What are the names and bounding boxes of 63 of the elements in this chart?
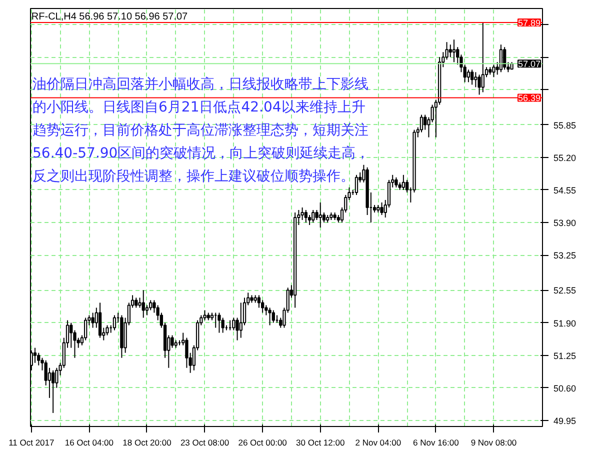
candlestick: [268, 307, 272, 326]
candlestick: [380, 202, 384, 216]
candlestick: [304, 209, 308, 224]
candlestick: [402, 174, 406, 190]
annotation: 油价隔日冲高回落并小幅收高，日线报收略带上下影线: [32, 76, 368, 92]
candlestick: [481, 22, 484, 93]
annotation: 56.40-57.90区间的突破情况，向上突破则延续走高，: [32, 146, 370, 162]
candlestick: [448, 44, 452, 58]
candlestick: [478, 74, 481, 96]
candlestick: [51, 370, 55, 414]
annotation: 趋势运行，目前价格处于高位滞涨整理态势，短期关注: [32, 122, 368, 138]
candlestick: [257, 294, 261, 308]
candlestick: [318, 202, 322, 228]
candlestick: [308, 214, 312, 226]
candlestick: [221, 317, 224, 334]
y-tick-label: 51.90: [554, 318, 576, 328]
y-tick-label: 55.85: [554, 120, 576, 130]
annotation: 的小阳线。日线图自6月21日低点42.04以来维持上升: [32, 100, 366, 116]
x-tick-label: 16 Oct 04:00: [64, 438, 114, 448]
y-tick-label: 54.55: [554, 185, 576, 196]
x-tick-label: 6 Nov 16:00: [413, 438, 460, 448]
candlestick: [499, 44, 503, 73]
candlestick: [312, 209, 315, 224]
candlestick: [232, 317, 236, 331]
ref-line-label: 56.39: [518, 93, 541, 104]
y-tick-label: 50.60: [554, 383, 576, 394]
chart-title: RF-CL,H4 56.96 57.10 56.96 57.07: [31, 12, 188, 22]
candlestick: [452, 39, 456, 63]
x-tick-label: 2 Nov 04:00: [355, 438, 402, 448]
candlestick: [474, 72, 478, 88]
candlestick: [138, 297, 142, 308]
candlestick: [354, 174, 358, 196]
x-tick-label: 11 Oct 2017: [8, 438, 55, 448]
x-tick-label: 30 Oct 12:00: [296, 438, 345, 448]
candlestick: [218, 312, 221, 334]
candlestick: [466, 69, 470, 83]
candlestick: [149, 300, 152, 311]
candlestick: [170, 334, 174, 348]
y-tick-label: 55.20: [554, 152, 576, 163]
x-tick-label: 26 Oct 00:00: [238, 438, 288, 448]
candlestick: [142, 290, 145, 318]
y-tick-label: 53.25: [554, 250, 576, 261]
candlestick: [91, 312, 94, 328]
candlestick: [98, 302, 102, 338]
annotation: 反之则出现阶段性调整，操作上建议破位顺势操作。: [32, 168, 354, 184]
x-tick-label: 9 Nov 08:00: [470, 438, 517, 448]
candlestick: [272, 310, 275, 324]
ref-line-label: 57.89: [518, 18, 541, 28]
candlestick: [502, 46, 506, 70]
x-tick-label: 23 Oct 08:00: [180, 438, 230, 448]
y-tick-label: 49.95: [554, 416, 576, 426]
x-tick-label: 18 Oct 20:00: [122, 438, 172, 448]
candlestick: [300, 206, 304, 221]
candlestick: [112, 314, 116, 331]
candlestick: [470, 69, 474, 86]
ref-line-label: 57.07: [518, 59, 541, 70]
y-tick-label: 51.25: [554, 350, 576, 361]
y-tick-label: 52.55: [554, 286, 576, 296]
y-tick-label: 53.90: [554, 218, 576, 228]
candlestick: [134, 297, 138, 308]
candlestick: [492, 64, 496, 78]
candlestick: [33, 347, 37, 364]
candlestick: [394, 176, 398, 188]
